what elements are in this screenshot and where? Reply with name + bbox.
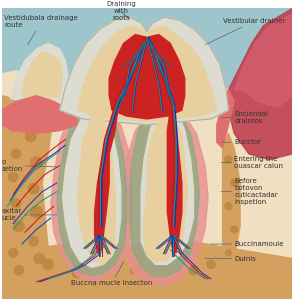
Circle shape <box>14 266 24 275</box>
Text: Vestibular drainer: Vestibular drainer <box>205 19 285 45</box>
Circle shape <box>31 157 42 168</box>
Polygon shape <box>57 116 127 276</box>
Circle shape <box>189 266 198 275</box>
Polygon shape <box>60 17 228 125</box>
Circle shape <box>11 149 21 158</box>
Circle shape <box>14 221 24 232</box>
Polygon shape <box>22 52 63 101</box>
Circle shape <box>160 254 169 263</box>
Circle shape <box>8 172 18 182</box>
Circle shape <box>26 131 36 142</box>
Circle shape <box>131 266 140 275</box>
Polygon shape <box>228 8 292 160</box>
Text: Enciendal
draintos: Enciendal draintos <box>221 111 268 124</box>
Circle shape <box>31 206 42 218</box>
Polygon shape <box>144 116 188 262</box>
Text: Draining
with
roots: Draining with roots <box>106 1 136 21</box>
Circle shape <box>7 119 19 130</box>
Circle shape <box>73 268 82 278</box>
Circle shape <box>29 236 38 246</box>
Text: Buccna mucle insecton: Buccna mucle insecton <box>71 262 153 286</box>
Text: Buccinamoule: Buccinamoule <box>211 241 284 247</box>
Text: Bucctor: Bucctor <box>221 139 261 145</box>
Polygon shape <box>77 26 217 122</box>
Text: axitar
ucle: axitar ucle <box>2 208 57 221</box>
Polygon shape <box>109 34 185 119</box>
Text: Vestidubala drainage
route: Vestidubala drainage route <box>4 15 78 45</box>
Polygon shape <box>2 241 292 299</box>
Polygon shape <box>94 110 118 253</box>
Circle shape <box>231 226 238 233</box>
Polygon shape <box>63 116 121 267</box>
Circle shape <box>225 203 232 210</box>
Polygon shape <box>141 116 194 264</box>
Circle shape <box>43 259 53 270</box>
Polygon shape <box>51 116 132 282</box>
Circle shape <box>231 179 238 186</box>
Circle shape <box>11 199 21 208</box>
Circle shape <box>101 253 112 264</box>
Polygon shape <box>223 134 240 282</box>
Polygon shape <box>234 14 292 107</box>
Circle shape <box>28 184 39 194</box>
Polygon shape <box>2 96 51 282</box>
Text: Before
botovon
cuticactadar
inspetion: Before botovon cuticactadar inspetion <box>221 178 278 205</box>
Text: Dulnis: Dulnis <box>205 256 256 262</box>
Text: Entering the
ouascar calun: Entering the ouascar calun <box>221 156 283 169</box>
Polygon shape <box>2 96 77 134</box>
Circle shape <box>207 260 215 268</box>
Circle shape <box>34 253 45 264</box>
Polygon shape <box>77 116 115 264</box>
Polygon shape <box>124 116 208 285</box>
Polygon shape <box>2 8 292 90</box>
Text: o
setion: o setion <box>2 159 58 172</box>
Circle shape <box>9 248 17 257</box>
Polygon shape <box>10 43 68 104</box>
Circle shape <box>225 156 232 163</box>
Polygon shape <box>130 116 199 276</box>
Circle shape <box>226 250 231 256</box>
Polygon shape <box>167 110 182 253</box>
Polygon shape <box>217 90 234 148</box>
